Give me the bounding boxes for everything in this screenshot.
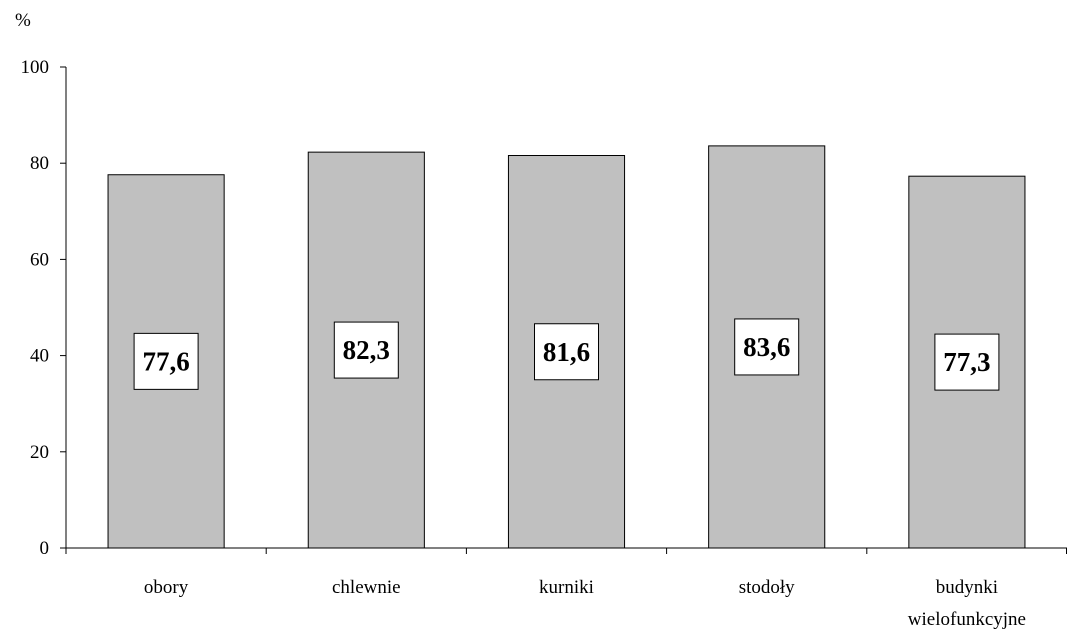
data-label-box	[934, 333, 1000, 391]
data-label: 77,3	[943, 347, 990, 377]
y-tick-label: 0	[40, 538, 50, 559]
data-label-box	[133, 332, 199, 390]
data-label-box	[534, 323, 599, 381]
y-tick-label: 60	[30, 249, 49, 270]
y-tick-label: 20	[30, 442, 49, 463]
data-label: 82,3	[343, 335, 390, 365]
x-tick-label: obory	[144, 577, 189, 598]
x-tick-label: stodoły	[739, 577, 795, 598]
x-tick-label: budynki	[936, 577, 998, 598]
x-tick-label: kurniki	[539, 577, 594, 598]
x-tick-label: wielofunkcyjne	[908, 609, 1026, 630]
data-label: 77,6	[142, 346, 189, 376]
x-axis: obory chlewnie kurniki stodoły budynki wielof…	[65, 547, 1067, 630]
data-label-box	[734, 318, 800, 376]
bars	[107, 145, 1026, 549]
y-tick-label: 80	[30, 153, 49, 174]
y-axis: 0 20 40 60 80 100	[21, 57, 67, 559]
y-tick-label: 40	[30, 346, 49, 367]
y-axis-label: %	[15, 10, 31, 31]
data-label-box	[333, 321, 399, 379]
data-label: 81,6	[543, 337, 590, 367]
x-tick-label: chlewnie	[332, 577, 401, 598]
data-label: 83,6	[743, 332, 790, 362]
data-labels: 77,6 82,3 81,6 83,6 77,3	[133, 318, 1000, 391]
y-tick-label: 100	[21, 57, 50, 78]
